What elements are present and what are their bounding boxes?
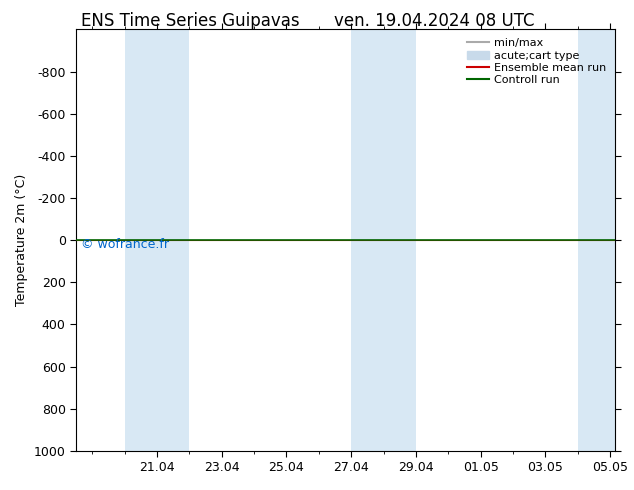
Legend: min/max, acute;cart type, Ensemble mean run, Controll run: min/max, acute;cart type, Ensemble mean … xyxy=(464,35,609,88)
Bar xyxy=(578,29,626,451)
Text: ven. 19.04.2024 08 UTC: ven. 19.04.2024 08 UTC xyxy=(334,12,534,30)
Text: © wofrance.fr: © wofrance.fr xyxy=(81,238,169,251)
Bar xyxy=(125,29,190,451)
Text: ENS Time Series Guipavas: ENS Time Series Guipavas xyxy=(81,12,299,30)
Y-axis label: Temperature 2m (°C): Temperature 2m (°C) xyxy=(15,174,29,306)
Bar xyxy=(351,29,416,451)
